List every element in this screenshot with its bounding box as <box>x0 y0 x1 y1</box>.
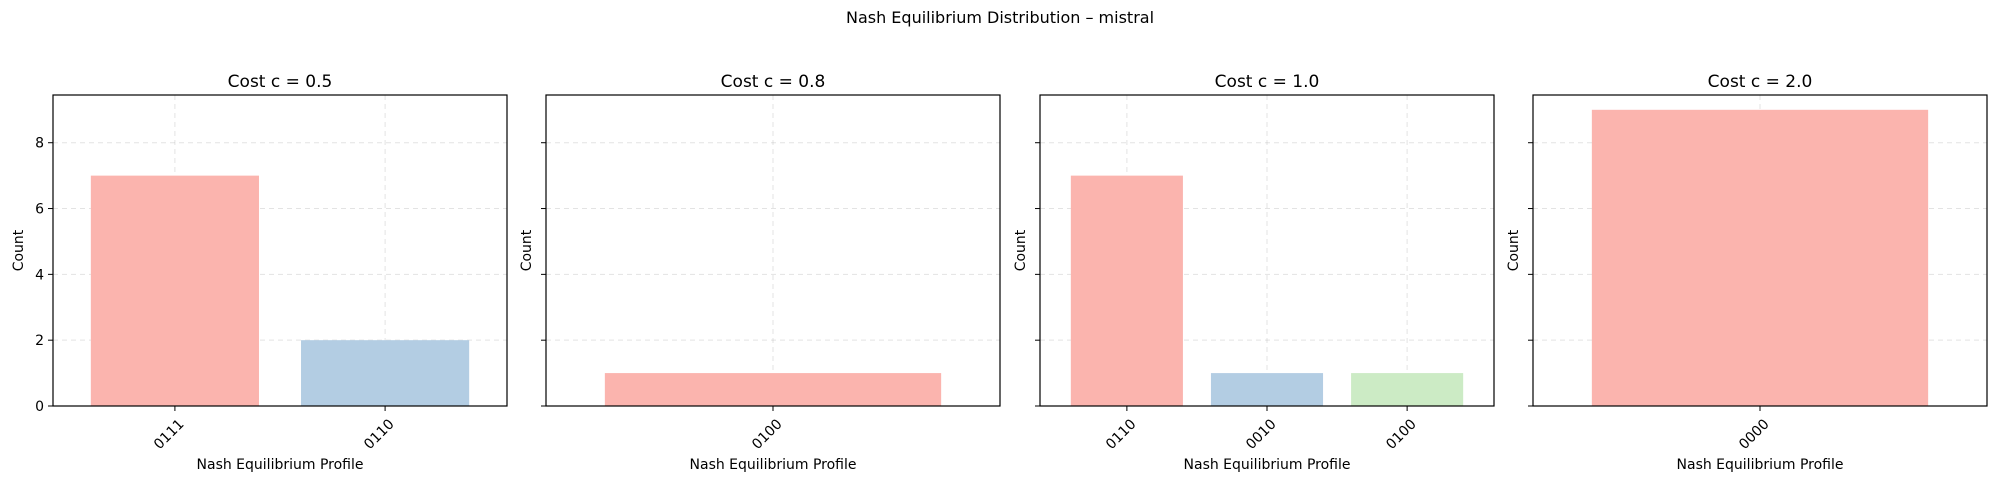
y-axis-label: Count <box>1013 229 1029 271</box>
y-tick-label: 8 <box>35 136 44 152</box>
subplot-1: 0 2 4 6 8 0111 0110 Cost c = 0.5 Nash Equilibriu… <box>11 72 508 473</box>
subplot-title: Cost c = 0.8 <box>721 72 826 92</box>
x-tick-label: 0110 <box>1103 416 1140 453</box>
bar-0110 <box>1070 175 1183 406</box>
x-axis-label: Nash Equilibrium Profile <box>690 457 857 473</box>
y-axis-label: Count <box>519 229 535 271</box>
x-tick-label: 0110 <box>361 416 398 453</box>
x-axis-label: Nash Equilibrium Profile <box>197 457 364 473</box>
bar-0111 <box>90 175 259 406</box>
subplot-4: 0000 Cost c = 2.0 Nash Equilibrium Profile… <box>1506 72 1988 473</box>
x-tick-label: 0010 <box>1243 416 1280 453</box>
bar-0000 <box>1591 109 1929 407</box>
plot-frame <box>52 94 508 407</box>
x-tick-label: 0111 <box>151 416 188 453</box>
x-axis-label: Nash Equilibrium Profile <box>1184 457 1351 473</box>
bar-0010 <box>1210 373 1324 406</box>
bar-0100 <box>1351 373 1464 406</box>
subplot-3: 0110 0010 0100 Cost c = 1.0 Nash Equilibrium… <box>1013 72 1495 473</box>
y-tick-label: 2 <box>35 333 44 349</box>
subplot-2: 0100 Cost c = 0.8 Nash Equilibrium Profile… <box>519 72 1001 473</box>
bar-0100 <box>604 373 942 406</box>
y-axis-label: Count <box>11 229 27 271</box>
figure-title: Nash Equilibrium Distribution – mistral <box>845 8 1155 27</box>
x-axis-label: Nash Equilibrium Profile <box>1677 457 1844 473</box>
subplot-title: Cost c = 1.0 <box>1215 72 1320 92</box>
bar-0110 <box>301 340 470 406</box>
x-tick-label: 0100 <box>749 416 786 453</box>
y-tick-label: 0 <box>35 399 44 415</box>
y-tick-label: 4 <box>35 267 44 283</box>
subplot-title: Cost c = 0.5 <box>228 72 333 92</box>
x-tick-label: 0100 <box>1383 416 1420 453</box>
x-tick-label: 0000 <box>1736 416 1773 453</box>
subplot-title: Cost c = 2.0 <box>1708 72 1813 92</box>
y-tick-label: 6 <box>35 202 44 218</box>
y-axis-label: Count <box>1506 229 1522 271</box>
